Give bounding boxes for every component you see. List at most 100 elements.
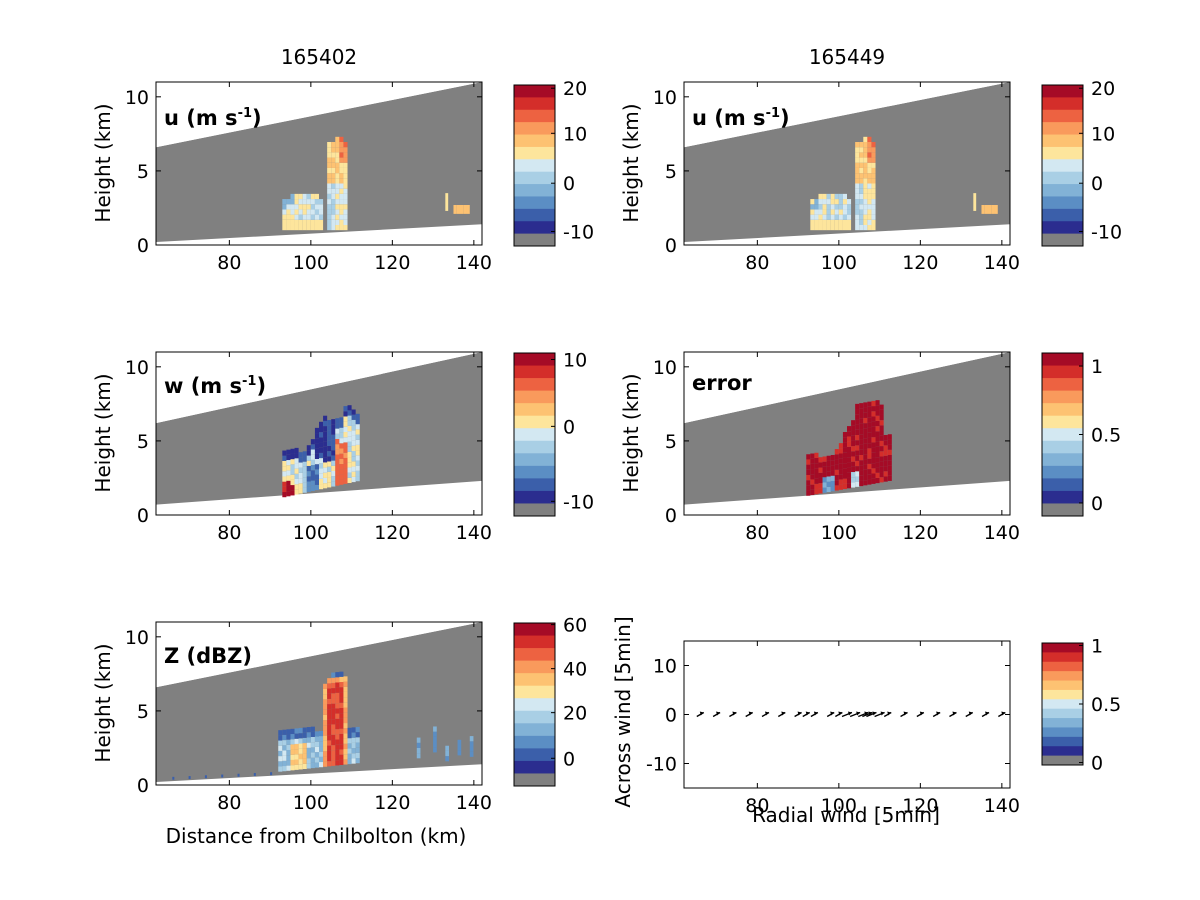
data-cell [351,476,356,483]
data-cell [323,467,328,473]
data-cell [847,457,852,463]
data-cell [282,492,287,498]
data-cell [875,462,880,468]
data-cell [294,489,299,495]
data-cell [310,485,315,491]
data-cell [838,484,843,490]
data-cell [327,147,332,153]
data-cell [302,219,307,225]
colorbar-swatch [1042,390,1083,404]
data-cell [323,452,328,458]
data-cell [355,470,360,477]
no-data-region [684,82,1010,243]
data-cell [855,476,860,482]
data-cell [331,219,336,225]
colorbar-swatch [1042,415,1083,429]
colorbar-swatch [514,465,555,479]
data-cell [855,142,860,148]
data-cell [339,219,344,225]
data-cell [331,703,336,709]
data-cell [355,747,360,753]
data-cell [294,468,299,474]
data-cell [867,479,872,485]
colorbar-tick-label: 0 [563,416,575,438]
colorbar: 60 40 20 0 [513,615,587,787]
data-cell [335,178,340,184]
data-cell [871,478,876,484]
data-cell [339,142,344,148]
data-cell [306,763,311,769]
data-cell [855,162,860,168]
data-cell [290,474,295,480]
data-cell [294,478,299,485]
data-cell [834,469,839,475]
data-cell [306,476,311,482]
data-cell [818,457,823,463]
data-cell [327,482,332,488]
data-cell [310,219,315,225]
data-cell [863,480,868,486]
panel-label: u (m s-1) [692,106,790,130]
data-cell [335,209,340,215]
data-cell [335,157,340,163]
data-cell [319,224,324,231]
data-cell [867,427,872,433]
data-cell [859,152,864,158]
x-tick-label: 100 [821,795,857,817]
data-cell [830,214,835,220]
data-cell [339,152,344,158]
data-cell [335,692,340,699]
data-cell [335,454,340,460]
quiver-arrowhead [952,711,957,716]
data-cell [818,214,823,220]
data-cell [327,471,332,478]
data-cell [331,419,336,425]
colorbar-swatch [1042,122,1083,136]
x-tick-label: 140 [984,522,1020,544]
data-cell [847,224,852,231]
data-cell [331,714,336,720]
data-cell [867,463,872,470]
data-cell [879,446,884,452]
data-cell [818,209,823,215]
colorbar-swatch [514,440,555,454]
data-cell [306,455,311,461]
data-cell [172,776,175,780]
data-cell [416,742,421,748]
data-cell [335,147,340,153]
data-cell [822,472,827,478]
colorbar-swatch [514,660,555,674]
data-cell [343,219,348,225]
data-cell [994,204,998,214]
data-cell [282,755,287,761]
data-cell [887,439,892,445]
data-cell [842,432,847,438]
data-cell [278,735,283,741]
data-cell [867,183,872,189]
data-cell [294,728,299,734]
data-cell [806,464,811,470]
y-tick-label: 0 [137,775,149,797]
colorbar-tick-label: 10 [1091,123,1115,145]
data-cell [306,193,311,200]
data-cell [314,741,319,747]
data-cell [445,745,449,751]
data-cell [818,488,823,494]
data-cell [871,142,876,148]
data-cell [286,739,291,745]
x-tick-label: 120 [374,792,410,814]
data-cell [323,436,328,442]
data-cell [294,447,299,454]
data-cell [298,219,303,225]
data-cell [343,738,348,744]
data-cell [323,694,328,700]
data-cell [331,460,336,466]
data-cell [343,691,348,698]
data-cell [806,459,811,465]
data-cell [319,209,324,215]
data-cell [343,702,348,708]
data-cell [826,193,831,200]
data-cell [855,445,860,451]
data-cell [834,204,839,210]
